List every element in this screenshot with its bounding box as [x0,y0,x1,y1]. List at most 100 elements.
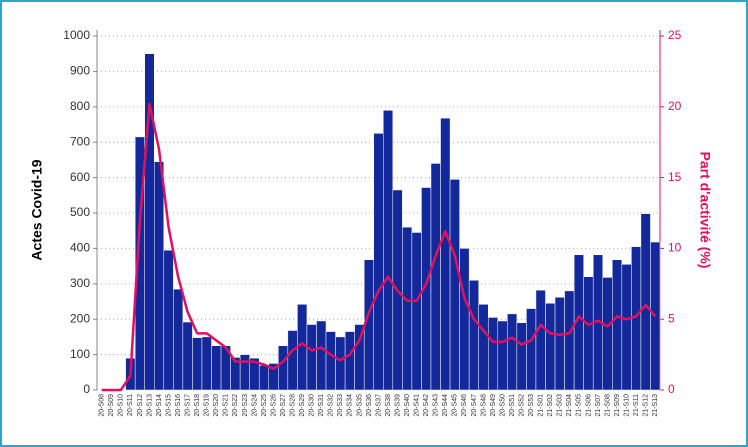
x-tick-label: 21-S01 [538,394,545,417]
x-tick-label: 21-S07 [595,394,602,417]
x-tick-label: 20-S11 [127,394,134,416]
y-tick-label: 400 [70,241,90,255]
bar [507,313,518,391]
x-tick-label: 20-S53 [528,394,535,417]
line [101,102,657,392]
bar [612,259,623,391]
x-tick-label: 20-S26 [270,394,277,417]
bar [258,364,270,391]
x-tick-label: 20-S10 [118,394,125,417]
x-tick-label: 20-S43 [433,394,440,417]
y-tick-label: 300 [70,276,90,290]
x-tick-label: 21-S04 [566,394,573,417]
bar [325,331,336,391]
bar [163,249,174,391]
y-tick-label: 100 [70,347,90,361]
x-tick-label: 20-S46 [461,394,468,417]
bar [516,322,527,391]
x-tick-label: 20-S17 [184,394,191,417]
x-tick-label: 20-S19 [204,394,211,417]
bar [373,133,384,391]
x-tick-label: 21-S13 [652,394,659,417]
x-tick-label: 21-S08 [604,394,611,417]
x-tick-label: 20-S23 [242,394,249,417]
bar [411,232,422,391]
bar [192,337,203,391]
bar [478,304,489,391]
x-tick-label: 20-S28 [289,394,296,417]
bar [602,277,613,391]
bar [344,331,355,391]
y-tick-label: 900 [70,64,90,78]
x-tick-label: 20-S12 [137,394,144,417]
x-tick-label: 20-S35 [356,394,363,417]
bar [554,297,565,391]
y2-tick-label: 15 [668,170,682,184]
x-tick-label: 20-S37 [375,394,382,417]
y-tick-label: 700 [70,134,90,148]
bar [402,226,413,391]
x-tick-label: 20-S32 [328,394,335,417]
y-axis-label: Actes Covid-19 [29,159,45,260]
bar [583,276,594,391]
bar [278,345,289,391]
bar [335,336,346,391]
bar [535,289,546,391]
bar [621,264,632,391]
bar [468,280,479,391]
x-tick-label: 20-S39 [394,394,401,417]
bar [316,320,327,391]
x-tick-label: 21-S05 [576,394,583,417]
bar [526,308,537,391]
x-tick-label: 20-S49 [490,394,497,417]
x-tick-label: 21-S02 [547,394,554,417]
bar [440,117,451,391]
bar [182,321,193,391]
bar [449,179,460,391]
y-tick-label: 500 [70,205,90,219]
x-tick-label: 20-S36 [366,394,373,417]
x-tick-label: 20-S38 [385,394,392,417]
x-tick-label: 20-S33 [337,394,344,417]
bar [459,248,470,391]
x-tick-label: 20-S15 [165,394,172,417]
x-tick-label: 21-S12 [643,394,650,417]
x-tick-label: 21-S06 [585,394,592,417]
y2-tick-label: 5 [668,311,675,325]
x-tick-label: 20-S41 [414,394,421,417]
x-tick-label: 21-S11 [633,394,640,416]
x-tick-label: 20-S22 [232,394,239,417]
x-tick-label: 20-S09 [108,394,115,417]
x-tick-label: 20-S24 [251,394,258,417]
y-tick-label: 200 [70,311,90,325]
y-tick-label: 0 [83,382,90,396]
x-tick-label: 20-S29 [299,394,306,417]
y-tick-label: 600 [70,170,90,184]
y2-tick-label: 0 [668,382,675,396]
x-tick-label: 20-S08 [99,394,106,417]
y-tick-label: 1000 [63,28,90,42]
bar [487,317,499,391]
y-tick-label: 800 [70,99,90,113]
x-tick-label: 20-S27 [280,394,287,417]
x-tick-label: 20-S30 [309,394,316,417]
x-tick-label: 20-S13 [146,394,153,417]
x-tick-label: 20-S40 [404,394,411,417]
bar [497,320,508,391]
x-tick-label: 20-S31 [318,394,325,417]
x-tick-label: 21-S03 [557,394,564,417]
y2-tick-label: 25 [668,28,682,42]
x-tick-label: 20-S20 [213,394,220,417]
bar [430,163,441,391]
y2-tick-label: 20 [668,99,682,113]
x-tick-label: 21-S09 [614,394,621,417]
bar [154,161,165,391]
y2-axis-label: Part d'activité (%) [697,152,713,269]
x-tick-label: 20-S45 [452,394,459,417]
bar [173,288,184,391]
x-tick-label: 20-S44 [442,394,449,417]
x-tick-label: 20-S21 [223,394,230,417]
bar [239,354,250,391]
